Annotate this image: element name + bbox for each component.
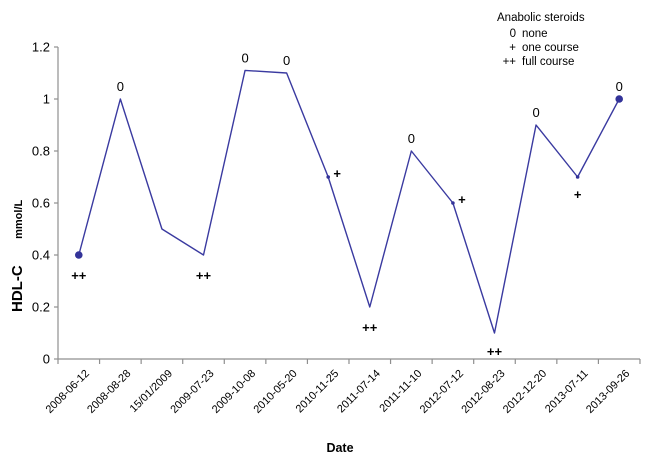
legend-symbol-full-course: ++ <box>503 56 517 68</box>
data-point-marker <box>74 251 83 259</box>
steroid-annotation: ++ <box>487 344 503 359</box>
hdl-c-line-series <box>78 69 620 334</box>
x-tick-label: 2013-09-26 <box>584 368 632 416</box>
steroid-annotation: 0 <box>408 131 415 146</box>
data-point-marker <box>326 175 331 179</box>
y-axis-unit-label: mmol/L <box>13 199 25 238</box>
steroid-annotation: ++ <box>362 320 378 335</box>
x-tick-label: 2008-08-28 <box>85 368 133 416</box>
steroid-annotation: ++ <box>196 268 212 283</box>
x-tick-label: 2009-07-23 <box>168 368 216 416</box>
steroid-annotation: 0 <box>616 79 623 94</box>
x-tick-label: 2011-07-14 <box>335 368 383 416</box>
x-tick-label: 2012-08-23 <box>459 368 507 416</box>
steroid-annotation: ++ <box>71 268 87 283</box>
data-point-marker <box>615 95 623 103</box>
y-axis-title-text: HDL-C <box>9 265 26 312</box>
steroid-annotation: 0 <box>283 53 290 68</box>
y-tick-label: 1.2 <box>32 40 50 55</box>
legend-label-full-course: full course <box>522 56 574 68</box>
y-tick-label: 0.4 <box>32 248 50 263</box>
steroid-annotation: + <box>333 166 341 181</box>
y-tick-label: 0.6 <box>32 196 50 211</box>
x-tick-label: 2008-06-12 <box>44 368 92 416</box>
x-tick-label: 2012-12-20 <box>501 368 549 416</box>
legend-symbol-one-course: + <box>509 42 516 54</box>
steroid-annotation: 0 <box>117 79 124 94</box>
y-axis-title: HDL-C mmol/L <box>9 199 26 312</box>
y-tick-label: 0.8 <box>32 144 50 159</box>
data-point-marker <box>575 175 580 179</box>
legend-label-none: none <box>522 28 548 40</box>
x-tick-label: 2010-05-20 <box>251 368 299 416</box>
x-tick-label: 2012-07-12 <box>418 368 466 416</box>
legend-symbol-none: 0 <box>510 28 516 40</box>
steroid-annotation: + <box>574 187 582 202</box>
y-tick-label: 0 <box>43 352 50 367</box>
legend: Anabolic steroids 0 none + one course ++… <box>497 12 585 68</box>
x-axis-title: Date <box>326 441 353 455</box>
legend-label-one-course: one course <box>522 42 579 54</box>
chart-dynamic-layer: 00.20.40.60.811.22008-06-122008-08-2815/… <box>32 40 641 416</box>
steroid-annotation: 0 <box>241 50 248 65</box>
x-tick-label: 2009-10-08 <box>210 368 258 416</box>
steroid-annotation: 0 <box>532 105 539 120</box>
steroid-annotation: + <box>458 192 466 207</box>
y-tick-label: 1 <box>43 92 50 107</box>
legend-title: Anabolic steroids <box>497 12 585 24</box>
data-point-marker <box>451 201 455 205</box>
y-tick-label: 0.2 <box>32 300 50 315</box>
x-tick-label: 2010-11-25 <box>294 368 342 416</box>
